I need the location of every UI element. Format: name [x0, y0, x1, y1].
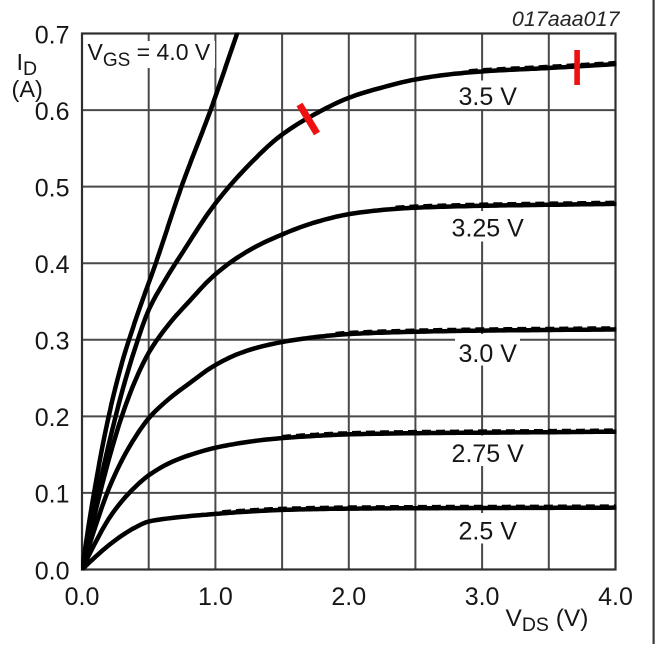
svg-text:0.2: 0.2: [35, 404, 70, 432]
svg-text:1.0: 1.0: [198, 583, 233, 611]
svg-text:4.0: 4.0: [598, 583, 633, 611]
svg-text:3.0 V: 3.0 V: [459, 340, 518, 368]
svg-text:VDS (V): VDS (V): [506, 605, 589, 636]
svg-text:0.5: 0.5: [35, 174, 70, 202]
svg-text:0.1: 0.1: [35, 481, 70, 509]
svg-text:3.0: 3.0: [465, 583, 500, 611]
svg-text:3.5 V: 3.5 V: [459, 83, 518, 111]
svg-text:2.5 V: 2.5 V: [459, 518, 518, 546]
svg-text:0.7: 0.7: [35, 21, 70, 49]
svg-text:2.75 V: 2.75 V: [452, 440, 525, 468]
svg-text:0.0: 0.0: [35, 557, 70, 585]
svg-text:0.6: 0.6: [35, 98, 70, 126]
svg-text:(A): (A): [12, 76, 43, 102]
svg-text:2.0: 2.0: [331, 583, 366, 611]
svg-text:0.4: 0.4: [35, 251, 70, 279]
svg-text:0.0: 0.0: [65, 583, 100, 611]
svg-text:017aaa017: 017aaa017: [512, 7, 621, 31]
svg-text:0.3: 0.3: [35, 328, 70, 356]
svg-text:3.25 V: 3.25 V: [452, 215, 525, 243]
